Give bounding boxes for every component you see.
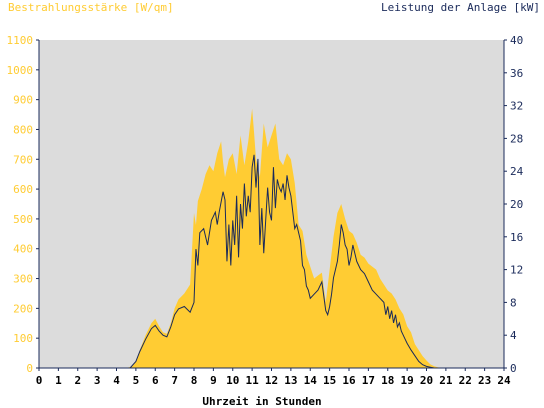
power-line-group	[39, 154, 504, 369]
x-tick-label: 5	[133, 374, 140, 387]
left-tick-label: 500	[13, 213, 33, 226]
x-tick-label: 21	[439, 374, 453, 387]
x-tick-label: 4	[113, 374, 120, 387]
left-tick-label: 0	[26, 362, 33, 375]
x-tick-label: 3	[94, 374, 101, 387]
left-tick-label: 100	[13, 332, 33, 345]
x-tick-label: 10	[226, 374, 239, 387]
x-tick-label: 16	[342, 374, 356, 387]
left-tick-label: 1100	[7, 34, 34, 47]
x-tick-label: 14	[304, 374, 318, 387]
power-line	[39, 154, 504, 369]
x-tick-label: 23	[478, 374, 491, 387]
right-tick-label: 0	[510, 362, 517, 375]
left-tick-label: 900	[13, 94, 33, 107]
x-tick-label: 24	[497, 374, 511, 387]
x-tick-label: 18	[381, 374, 394, 387]
x-tick-label: 2	[74, 374, 81, 387]
left-tick-label: 600	[13, 183, 33, 196]
x-tick-label: 8	[191, 374, 198, 387]
x-tick-label: 11	[246, 374, 260, 387]
x-tick-label: 9	[210, 374, 217, 387]
right-tick-label: 32	[510, 100, 523, 113]
x-tick-label: 6	[152, 374, 159, 387]
right-tick-label: 24	[510, 165, 524, 178]
left-tick-label: 400	[13, 243, 33, 256]
x-tick-label: 1	[55, 374, 62, 387]
right-tick-label: 20	[510, 198, 523, 211]
left-tick-label: 800	[13, 123, 33, 136]
left-tick-label: 300	[13, 273, 33, 286]
x-tick-label: 0	[36, 374, 43, 387]
x-tick-label: 19	[401, 374, 414, 387]
axes-group: 0100200300400500600700800900100011000481…	[7, 34, 524, 387]
x-tick-label: 7	[171, 374, 178, 387]
right-tick-label: 40	[510, 34, 523, 47]
right-axis-title: Leistung der Anlage [kW]	[381, 1, 540, 14]
irradiance-area	[39, 108, 504, 368]
x-tick-label: 22	[459, 374, 472, 387]
left-tick-label: 1000	[7, 64, 34, 77]
right-tick-label: 12	[510, 264, 523, 277]
right-tick-label: 8	[510, 296, 517, 309]
x-tick-label: 15	[323, 374, 336, 387]
x-tick-label: 12	[265, 374, 278, 387]
left-tick-label: 700	[13, 153, 33, 166]
irradiance-area-group	[39, 108, 504, 368]
right-tick-label: 16	[510, 231, 523, 244]
x-tick-label: 13	[284, 374, 297, 387]
x-tick-label: 20	[420, 374, 433, 387]
left-tick-label: 200	[13, 302, 33, 315]
left-axis-title: Bestrahlungsstärke [W/qm]	[8, 1, 174, 14]
right-tick-label: 4	[510, 329, 517, 342]
x-axis-label: Uhrzeit in Stunden	[202, 395, 321, 408]
right-tick-label: 28	[510, 132, 523, 145]
x-tick-label: 17	[362, 374, 375, 387]
right-tick-label: 36	[510, 67, 523, 80]
